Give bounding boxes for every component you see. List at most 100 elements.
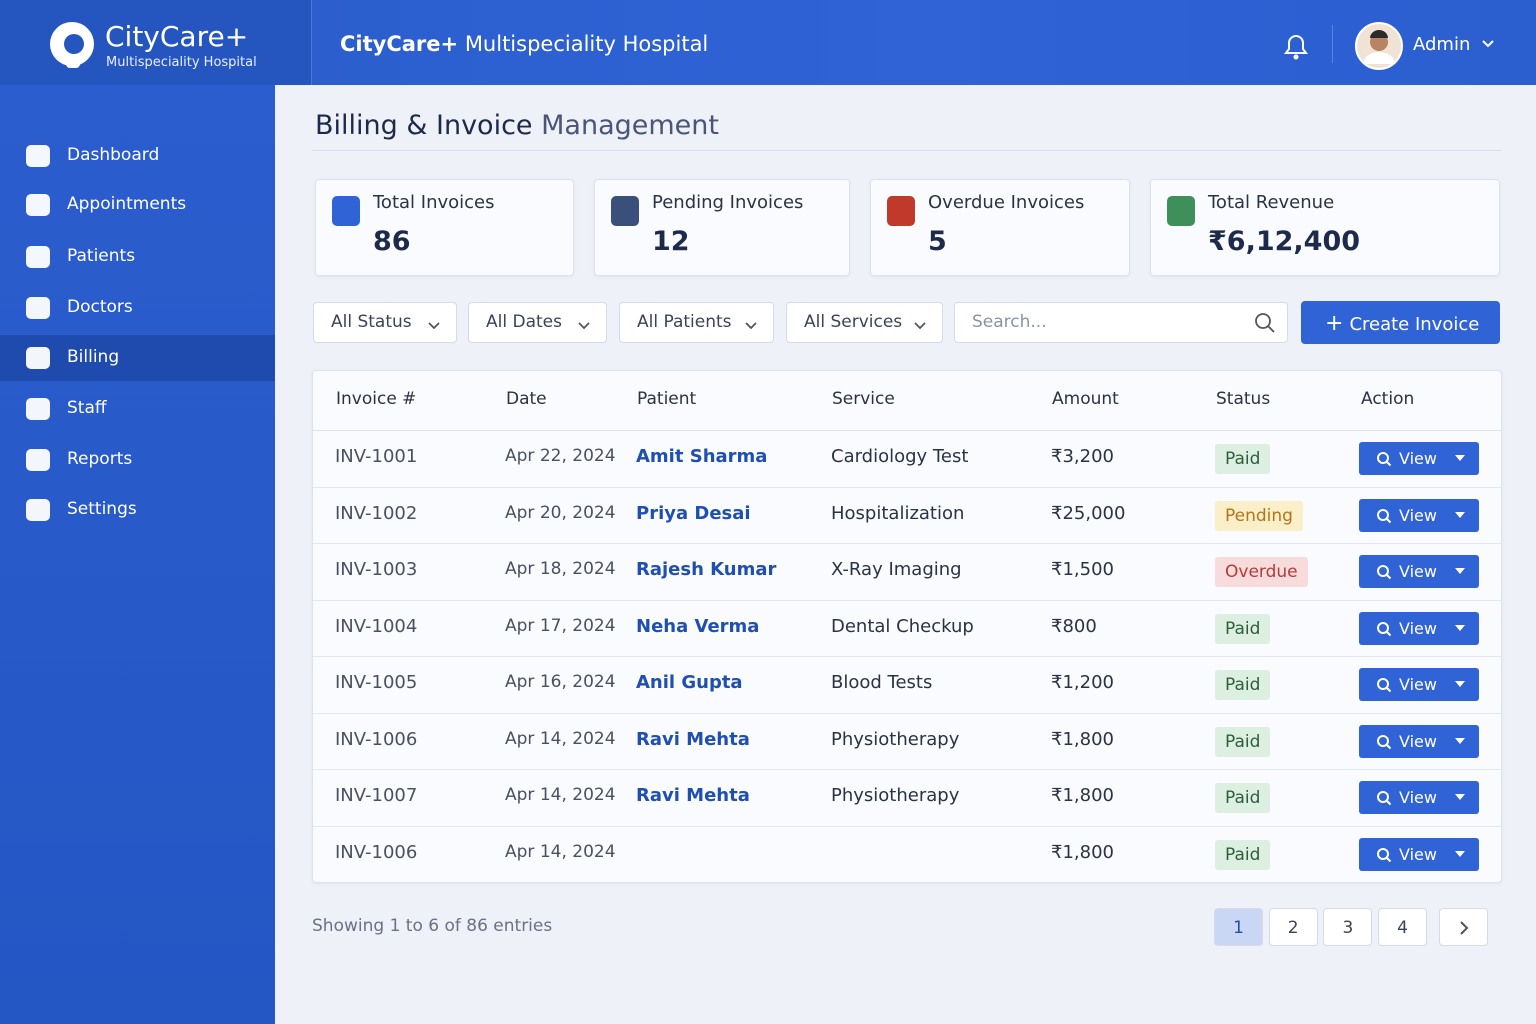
view-label[interactable]: View (1399, 618, 1437, 638)
view-label[interactable]: View (1399, 731, 1437, 751)
avatar[interactable] (1355, 22, 1403, 70)
create-invoice-button[interactable]: + Create Invoice (1301, 301, 1500, 344)
patient-link[interactable]: Anil Gupta (636, 672, 743, 694)
amount: ₹3,200 (1051, 446, 1114, 468)
next-page[interactable] (1439, 908, 1488, 946)
status-badge: Paid (1215, 783, 1271, 814)
view-label[interactable]: View (1399, 505, 1437, 525)
row-rule (313, 825, 1501, 827)
view-label[interactable]: View (1399, 562, 1437, 582)
nav-item[interactable]: Appointments (67, 194, 187, 214)
view-button[interactable]: View (1359, 781, 1479, 815)
nav-item[interactable]: Settings (67, 499, 137, 519)
header-rule (313, 430, 1501, 431)
patient-link[interactable]: Ravi Mehta (636, 728, 750, 750)
view-button[interactable]: View (1359, 668, 1479, 702)
nav-icon[interactable] (26, 449, 50, 471)
nav-item[interactable]: Reports (67, 449, 133, 469)
view-button[interactable]: View (1359, 442, 1479, 476)
stat-icon (887, 196, 915, 226)
invoice-id: INV-1002 (335, 502, 418, 524)
service: X-Ray Imaging (831, 559, 962, 581)
title-rule (312, 150, 1501, 151)
patient-link[interactable]: Ravi Mehta (636, 785, 750, 807)
row-rule (313, 656, 1501, 657)
view-button[interactable]: View (1359, 611, 1479, 645)
nav-icon[interactable] (26, 297, 50, 319)
filter-label[interactable]: All Patients (637, 312, 732, 332)
invoice-date: Apr 14, 2024 (505, 785, 616, 806)
amount: ₹1,800 (1051, 841, 1114, 863)
amount: ₹1,500 (1051, 559, 1114, 581)
chevron[interactable] (577, 316, 591, 335)
row-rule (313, 712, 1501, 714)
invoice-table (312, 370, 1502, 883)
search-icon[interactable] (1254, 312, 1276, 338)
invoice-id: INV-1001 (335, 446, 418, 468)
nav-icon[interactable] (26, 194, 50, 216)
nav-item[interactable]: Billing (67, 347, 120, 367)
page-button[interactable]: 4 (1378, 908, 1428, 946)
user-chevron[interactable] (1481, 39, 1495, 49)
filter-dropdown[interactable]: All Status (313, 302, 457, 343)
nav-icon[interactable] (26, 145, 50, 167)
filter-dropdown[interactable]: All Services (786, 302, 943, 343)
column-header: Service (832, 389, 895, 409)
patient-link[interactable]: Neha Verma (636, 615, 760, 637)
view-label[interactable]: View (1399, 449, 1437, 469)
view-button[interactable]: View (1359, 724, 1479, 758)
nav-icon[interactable] (26, 398, 50, 420)
filter-label[interactable]: All Dates (486, 312, 562, 332)
divider (1332, 25, 1333, 63)
invoice-id: INV-1006 (335, 728, 418, 750)
page-title-bold: Billing & Invoice (315, 110, 533, 141)
chevron[interactable] (744, 316, 758, 335)
status-badge: Paid (1215, 839, 1271, 870)
nav-icon[interactable] (26, 347, 50, 369)
view-label[interactable]: View (1399, 788, 1437, 808)
nav-item[interactable]: Patients (67, 246, 136, 266)
nav-item[interactable]: Doctors (67, 297, 133, 317)
column-header: Date (506, 389, 547, 409)
row-rule (313, 486, 1501, 488)
user-name[interactable]: Admin (1413, 34, 1471, 55)
filter-label[interactable]: All Status (331, 312, 412, 332)
column-header: Patient (637, 389, 697, 409)
stat-value: 86 (373, 226, 411, 257)
filter-dropdown[interactable]: All Dates (468, 302, 607, 343)
stat-label: Total Revenue (1208, 192, 1335, 213)
filter-label[interactable]: All Services (804, 312, 903, 332)
status-badge: Paid (1215, 444, 1271, 475)
status-badge: Paid (1215, 613, 1271, 644)
view-label[interactable]: View (1399, 844, 1437, 864)
view-button[interactable]: View (1359, 837, 1479, 871)
plus-icon[interactable]: + (1325, 311, 1344, 336)
page-button[interactable]: 1 (1214, 908, 1263, 946)
filter-dropdown[interactable]: All Patients (619, 302, 774, 343)
status-badge: Overdue (1215, 557, 1308, 588)
amount: ₹800 (1051, 615, 1097, 637)
nav-item[interactable]: Staff (67, 398, 107, 418)
search-box[interactable]: Search... (954, 302, 1288, 343)
column-header: Invoice # (336, 389, 417, 409)
view-button[interactable]: View (1359, 498, 1479, 532)
stat-value: ₹6,12,400 (1208, 226, 1361, 257)
amount: ₹25,000 (1051, 502, 1126, 524)
view-label[interactable]: View (1399, 675, 1437, 695)
bell-icon[interactable] (1282, 31, 1310, 61)
search-placeholder[interactable]: Search... (972, 312, 1047, 332)
patient-link[interactable]: Priya Desai (636, 502, 751, 524)
nav-icon[interactable] (26, 246, 50, 268)
chevron[interactable] (427, 316, 441, 335)
patient-link[interactable]: Amit Sharma (636, 446, 768, 468)
patient-link[interactable]: Rajesh Kumar (636, 559, 777, 581)
page-button[interactable]: 3 (1323, 908, 1373, 946)
stat-label: Overdue Invoices (928, 192, 1085, 213)
row-rule (313, 769, 1501, 770)
button-label[interactable]: Create Invoice (1349, 314, 1480, 335)
nav-icon[interactable] (26, 499, 50, 521)
chevron[interactable] (913, 316, 927, 335)
page-button[interactable]: 2 (1268, 908, 1318, 946)
nav-item[interactable]: Dashboard (67, 145, 160, 165)
view-button[interactable]: View (1359, 555, 1479, 589)
